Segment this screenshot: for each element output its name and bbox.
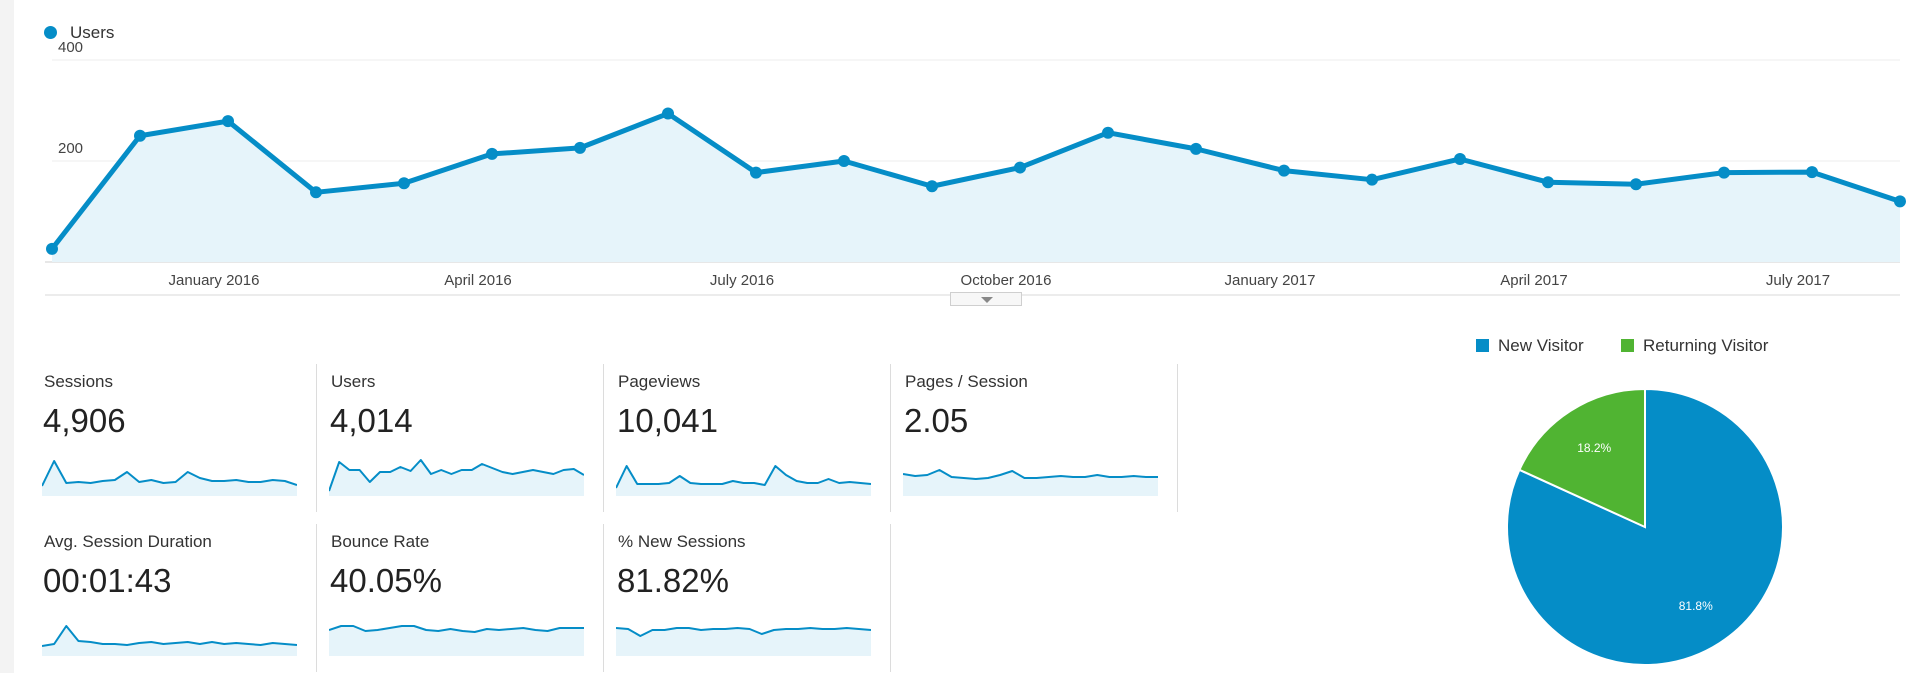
users-data-point[interactable] — [1894, 195, 1906, 208]
legend-label: Returning Visitor — [1643, 336, 1769, 355]
users-legend-label[interactable]: Users — [70, 23, 115, 42]
metric-label: Pageviews — [618, 372, 701, 391]
y-tick-label: 400 — [58, 39, 83, 56]
y-tick-label: 200 — [58, 140, 83, 157]
legend-returning-visitor[interactable]: Returning Visitor — [1621, 336, 1768, 356]
sparkline-line — [42, 625, 297, 647]
metric-new-sessions[interactable]: % New Sessions 81.82% — [604, 524, 891, 672]
users-data-point[interactable] — [1102, 126, 1114, 139]
users-area — [52, 113, 1900, 262]
users-data-point[interactable] — [1542, 176, 1554, 189]
legend-swatch — [1476, 339, 1489, 352]
pie-slice-label: 18.2% — [1577, 441, 1611, 455]
metric-value: 4,014 — [330, 402, 413, 439]
pie-slice-label: 81.8% — [1679, 599, 1713, 613]
x-tick-label: October 2016 — [961, 272, 1052, 289]
sparkline-area — [616, 466, 871, 496]
metric-label: % New Sessions — [618, 532, 746, 551]
legend-new-visitor[interactable]: New Visitor — [1476, 336, 1584, 356]
users-data-point[interactable] — [46, 242, 58, 255]
users-data-point[interactable] — [574, 141, 586, 154]
x-tick-label: April 2017 — [1500, 272, 1568, 289]
users-data-point[interactable] — [310, 186, 322, 199]
users-data-point[interactable] — [1630, 178, 1642, 191]
metric-avg-session-duration[interactable]: Avg. Session Duration 00:01:43 — [30, 524, 317, 672]
metric-value: 00:01:43 — [43, 562, 172, 599]
x-tick-label: July 2017 — [1766, 272, 1830, 289]
x-tick-label: April 2016 — [444, 272, 512, 289]
x-tick-label: January 2016 — [169, 272, 260, 289]
sparkline-line — [616, 465, 871, 489]
users-data-point[interactable] — [398, 177, 410, 190]
pie-slice-returning-visitor[interactable] — [1518, 387, 1646, 529]
users-data-point[interactable] — [1190, 142, 1202, 155]
users-data-point[interactable] — [486, 147, 498, 160]
sparkline-area — [329, 626, 584, 656]
sparkline-area — [903, 470, 1158, 496]
metric-sessions[interactable]: Sessions 4,906 — [30, 364, 317, 512]
pie-slice-new-visitor[interactable] — [1506, 387, 1784, 665]
sparkline-area — [42, 626, 297, 656]
users-data-point[interactable] — [838, 155, 850, 167]
metric-label: Sessions — [44, 372, 113, 391]
users-data-point[interactable] — [1454, 152, 1466, 165]
avg-session-duration-sparkline — [42, 625, 297, 656]
users-legend-dot — [44, 26, 57, 39]
sessions-sparkline — [42, 460, 297, 496]
users-data-point[interactable] — [222, 115, 234, 128]
users-data-point[interactable] — [1806, 166, 1818, 179]
metric-value: 4,906 — [43, 402, 126, 439]
metric-pages-per-session[interactable]: Pages / Session 2.05 — [891, 364, 1178, 512]
legend-swatch — [1621, 339, 1634, 352]
pages-per-session-sparkline — [903, 469, 1158, 496]
bounce-rate-sparkline — [329, 625, 584, 656]
metric-label: Avg. Session Duration — [44, 532, 212, 551]
users-line — [50, 111, 1901, 251]
users-data-point[interactable] — [1366, 173, 1378, 186]
x-tick-label: July 2016 — [710, 272, 774, 289]
sparkline-line — [616, 627, 871, 637]
metric-value: 81.82% — [617, 562, 729, 599]
legend-label: New Visitor — [1498, 336, 1584, 355]
metric-pageviews[interactable]: Pageviews 10,041 — [604, 364, 891, 512]
users-data-point[interactable] — [926, 180, 938, 193]
users-sparkline — [329, 459, 584, 496]
users-data-point[interactable] — [1718, 166, 1730, 179]
chart-collapse-toggle[interactable] — [950, 292, 1022, 306]
x-tick-label: January 2017 — [1225, 272, 1316, 289]
metric-label: Pages / Session — [905, 372, 1028, 391]
left-rail — [0, 0, 14, 673]
sparkline-line — [329, 625, 584, 633]
metric-users[interactable]: Users 4,014 — [317, 364, 604, 512]
metric-value: 2.05 — [904, 402, 969, 439]
sparkline-area — [329, 460, 584, 496]
sparkline-line — [903, 469, 1158, 480]
pageviews-sparkline — [616, 465, 871, 496]
metric-label: Bounce Rate — [331, 532, 430, 551]
sparkline-area — [616, 628, 871, 656]
users-data-point[interactable] — [750, 166, 762, 179]
chevron-down-icon — [981, 297, 993, 303]
metric-label: Users — [331, 372, 376, 391]
sparkline-line — [329, 459, 584, 492]
sparkline-line — [42, 460, 297, 487]
users-data-point[interactable] — [1014, 161, 1026, 174]
users-line-chart: 400 200 January 2016 April 2016 July 2016 Oct… — [45, 39, 1906, 296]
users-data-point[interactable] — [662, 107, 674, 120]
new-sessions-sparkline — [616, 627, 871, 656]
metric-bounce-rate[interactable]: Bounce Rate 40.05% — [317, 524, 604, 672]
metric-value: 40.05% — [330, 562, 442, 599]
users-data-point[interactable] — [134, 129, 146, 142]
users-data-point[interactable] — [1278, 164, 1290, 177]
metric-value: 10,041 — [617, 402, 718, 439]
sparkline-area — [42, 461, 297, 496]
visitor-type-pie-chart: 81.8% 18.2% — [1506, 387, 1784, 665]
